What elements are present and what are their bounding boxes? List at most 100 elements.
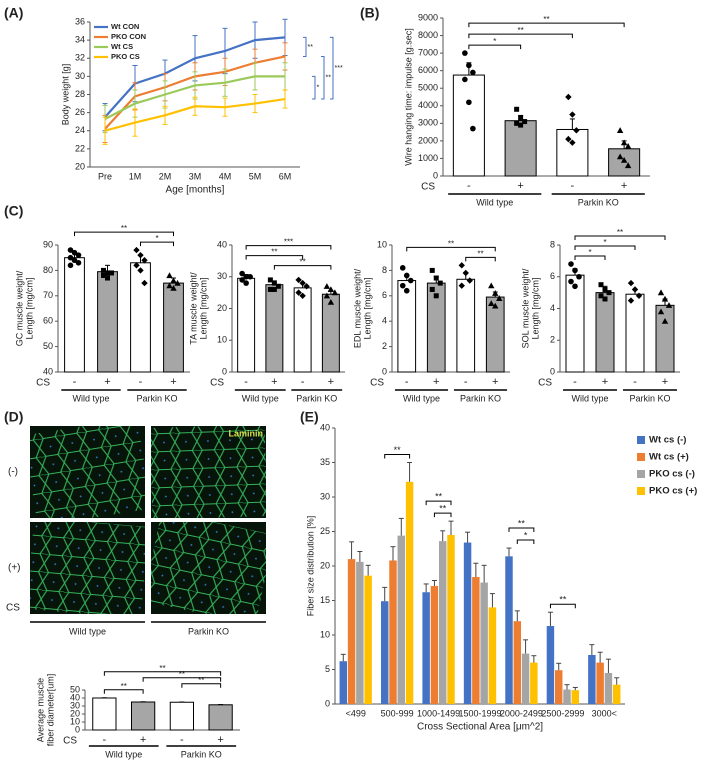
bar: [237, 277, 256, 373]
data-point: [492, 302, 499, 309]
data-point: [514, 120, 520, 126]
significance-bracket: [103, 689, 144, 694]
y-tick-label: 7000: [418, 47, 438, 57]
data-point: [602, 296, 608, 302]
legend-label: PKO CON: [111, 32, 146, 41]
data-point: [606, 290, 612, 296]
data-point: [488, 300, 495, 307]
data-point: [627, 297, 635, 304]
micrograph-fibers: [151, 426, 266, 518]
data-point: [470, 69, 476, 76]
bar: [389, 560, 397, 704]
y-tick-label: 2000: [418, 135, 438, 145]
significance-bracket: [245, 245, 332, 250]
x-tick-label: 2000-2499: [500, 708, 543, 718]
significance-label: **: [439, 504, 447, 514]
x-tick-label: +: [662, 376, 668, 388]
significance-bracket: [140, 241, 174, 247]
bar: [655, 304, 675, 373]
y-tick-label: 3000: [418, 118, 438, 128]
significance-label: **: [179, 670, 185, 679]
bar: [452, 74, 485, 177]
x-tick-label: +: [170, 376, 176, 388]
y-axis-label: Average muscle: [35, 678, 45, 742]
significance-label: **: [448, 239, 454, 248]
significance-bracket: [245, 255, 304, 260]
group-axis-label: CS: [36, 378, 50, 389]
y-tick-label: 2: [550, 335, 555, 345]
x-tick-label: -: [73, 376, 77, 388]
data-point: [661, 318, 669, 324]
group-label: Parkin KO: [188, 626, 229, 636]
x-tick-label: <499: [346, 708, 366, 718]
y-tick-label: 30: [320, 491, 330, 501]
x-tick-label: +: [104, 376, 110, 388]
data-point: [518, 115, 524, 121]
y-tick-label: 20: [320, 560, 330, 570]
bar: [163, 282, 184, 373]
data-point: [631, 286, 639, 293]
y-tick-label: 24: [75, 125, 85, 135]
bar: [530, 662, 538, 704]
data-point: [635, 292, 643, 299]
bar: [131, 701, 156, 731]
y-tick-label: 0: [75, 724, 80, 734]
y-tick-label: 35: [320, 457, 330, 467]
legend-label: Wt CON: [111, 22, 139, 31]
bar: [321, 293, 340, 373]
y-tick-label: 5: [325, 664, 330, 674]
significance-bracket: [330, 36, 334, 100]
micrograph-clip: [151, 522, 266, 614]
data-point: [271, 280, 277, 286]
data-point: [462, 76, 468, 83]
y-tick-label: 6: [382, 290, 387, 300]
y-tick-label: 4: [550, 303, 555, 313]
significance-label: **: [326, 75, 332, 82]
significance-bracket: [273, 265, 332, 270]
x-tick-label: 1M: [129, 171, 142, 181]
bar: [356, 561, 364, 704]
bar: [97, 271, 118, 373]
significance-bracket: [574, 255, 606, 261]
y-axis-label: SOL muscle weight/: [520, 268, 530, 348]
significance-label: **: [477, 249, 483, 258]
data-point: [573, 127, 580, 134]
group-label: Wild type: [69, 626, 106, 636]
y-tick-label: 10: [70, 716, 80, 726]
legend-label: Wt cs (-): [649, 435, 686, 446]
significance-bracket: [425, 500, 452, 506]
data-point: [137, 251, 144, 259]
data-point: [657, 308, 665, 315]
data-point: [598, 282, 604, 288]
y-tick-label: 40: [70, 692, 80, 702]
data-point: [239, 277, 245, 283]
group-label: Parkin KO: [296, 393, 337, 403]
significance-bracket: [74, 231, 174, 237]
legend-label: PKO CS: [111, 52, 140, 61]
x-tick-label: +: [271, 376, 277, 388]
legend-swatch: [637, 453, 645, 461]
significance-bracket: [465, 256, 496, 262]
data-point: [67, 247, 74, 253]
y-axis-label: Length [mg/cm]: [530, 277, 540, 339]
x-tick-label: -: [405, 376, 409, 388]
y-tick-label: 50: [43, 341, 53, 351]
x-tick-label: +: [602, 376, 608, 388]
data-point: [569, 139, 576, 146]
group-label: Parkin KO: [460, 393, 501, 403]
significance-bracket: [321, 55, 325, 100]
data-point: [267, 277, 273, 283]
y-tick-label: 0: [325, 698, 330, 708]
bar: [347, 559, 356, 704]
data-point: [568, 261, 574, 267]
y-tick-label: 10: [377, 239, 387, 249]
significance-label: *: [493, 37, 496, 46]
y-tick-label: 80: [43, 265, 53, 275]
significance-bracket: [516, 539, 535, 545]
data-point: [522, 119, 528, 125]
x-tick-label: -: [244, 376, 248, 388]
significance-label: **: [300, 258, 306, 267]
panel-label: (A): [4, 5, 23, 21]
data-point: [170, 277, 177, 284]
